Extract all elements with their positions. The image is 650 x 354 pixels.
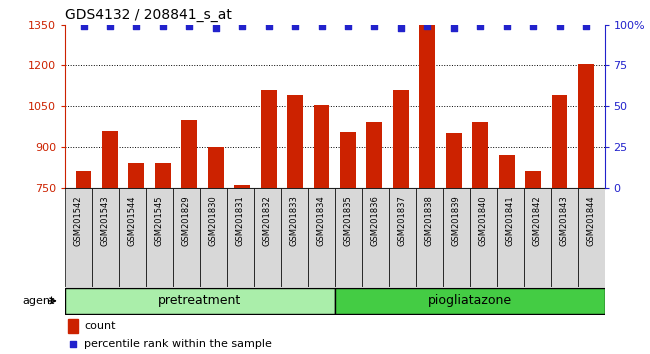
Bar — [551, 188, 578, 287]
Point — [237, 24, 248, 29]
Point — [317, 24, 327, 29]
Bar — [524, 188, 551, 287]
Text: piogliatazone: piogliatazone — [428, 295, 512, 307]
Text: GSM201843: GSM201843 — [560, 195, 569, 246]
Bar — [335, 188, 361, 287]
Bar — [308, 188, 335, 287]
Text: GSM201835: GSM201835 — [344, 195, 353, 246]
Bar — [443, 188, 470, 287]
Bar — [261, 90, 276, 188]
Bar — [340, 132, 356, 188]
Text: GSM201545: GSM201545 — [155, 195, 164, 246]
Bar — [335, 288, 604, 314]
Point — [369, 24, 380, 29]
Text: GSM201543: GSM201543 — [101, 195, 110, 246]
Point — [290, 24, 300, 29]
Bar — [234, 185, 250, 188]
Bar — [65, 188, 92, 287]
Point — [131, 24, 142, 29]
Bar — [119, 188, 146, 287]
Text: GSM201544: GSM201544 — [128, 195, 137, 246]
Bar — [578, 188, 604, 287]
Point — [554, 24, 565, 29]
Point — [422, 24, 432, 29]
Bar — [497, 188, 524, 287]
Bar — [155, 163, 171, 188]
Bar — [200, 188, 227, 287]
Bar — [146, 188, 173, 287]
Bar — [227, 188, 254, 287]
Bar — [393, 90, 409, 188]
Point — [211, 25, 221, 31]
Point — [528, 24, 538, 29]
Point — [448, 25, 459, 31]
Text: GSM201841: GSM201841 — [506, 195, 515, 246]
Point — [105, 24, 115, 29]
Text: percentile rank within the sample: percentile rank within the sample — [84, 339, 272, 349]
Text: GSM201839: GSM201839 — [452, 195, 461, 246]
Bar — [525, 171, 541, 188]
Text: GSM201842: GSM201842 — [532, 195, 541, 246]
Text: GSM201844: GSM201844 — [586, 195, 595, 246]
Text: GSM201838: GSM201838 — [424, 195, 434, 246]
Bar — [281, 188, 308, 287]
Bar — [470, 188, 497, 287]
Point — [396, 25, 406, 31]
Text: agent: agent — [23, 296, 55, 306]
Text: GDS4132 / 208841_s_at: GDS4132 / 208841_s_at — [65, 8, 232, 22]
Bar — [578, 64, 594, 188]
Text: GSM201833: GSM201833 — [290, 195, 299, 246]
Point — [184, 24, 194, 29]
Text: GSM201840: GSM201840 — [478, 195, 488, 246]
Text: GSM201837: GSM201837 — [398, 195, 407, 246]
Bar — [362, 188, 389, 287]
Bar — [173, 188, 200, 287]
Bar — [102, 131, 118, 188]
Bar — [65, 288, 335, 314]
Point — [78, 24, 88, 29]
Bar — [75, 171, 92, 188]
Point — [343, 24, 353, 29]
Bar — [313, 105, 330, 188]
Bar — [367, 122, 382, 188]
Text: GSM201542: GSM201542 — [74, 195, 83, 246]
Bar — [287, 95, 303, 188]
Point — [158, 24, 168, 29]
Text: GSM201834: GSM201834 — [317, 195, 326, 246]
Point — [501, 24, 512, 29]
Text: GSM201831: GSM201831 — [236, 195, 245, 246]
Bar — [416, 188, 443, 287]
Bar — [68, 319, 79, 333]
Text: pretreatment: pretreatment — [158, 295, 242, 307]
Text: GSM201832: GSM201832 — [263, 195, 272, 246]
Bar — [92, 188, 119, 287]
Bar — [499, 155, 515, 188]
Bar — [129, 163, 144, 188]
Text: GSM201829: GSM201829 — [182, 195, 191, 246]
Bar — [208, 147, 224, 188]
Text: count: count — [84, 321, 116, 331]
Bar — [181, 120, 197, 188]
Bar — [552, 95, 567, 188]
Bar — [389, 188, 416, 287]
Bar — [254, 188, 281, 287]
Text: GSM201830: GSM201830 — [209, 195, 218, 246]
Bar — [419, 22, 436, 188]
Point — [263, 24, 274, 29]
Bar — [446, 133, 462, 188]
Bar — [473, 122, 488, 188]
Text: GSM201836: GSM201836 — [370, 195, 380, 246]
Point — [581, 24, 592, 29]
Point — [475, 24, 486, 29]
Point — [268, 243, 279, 249]
